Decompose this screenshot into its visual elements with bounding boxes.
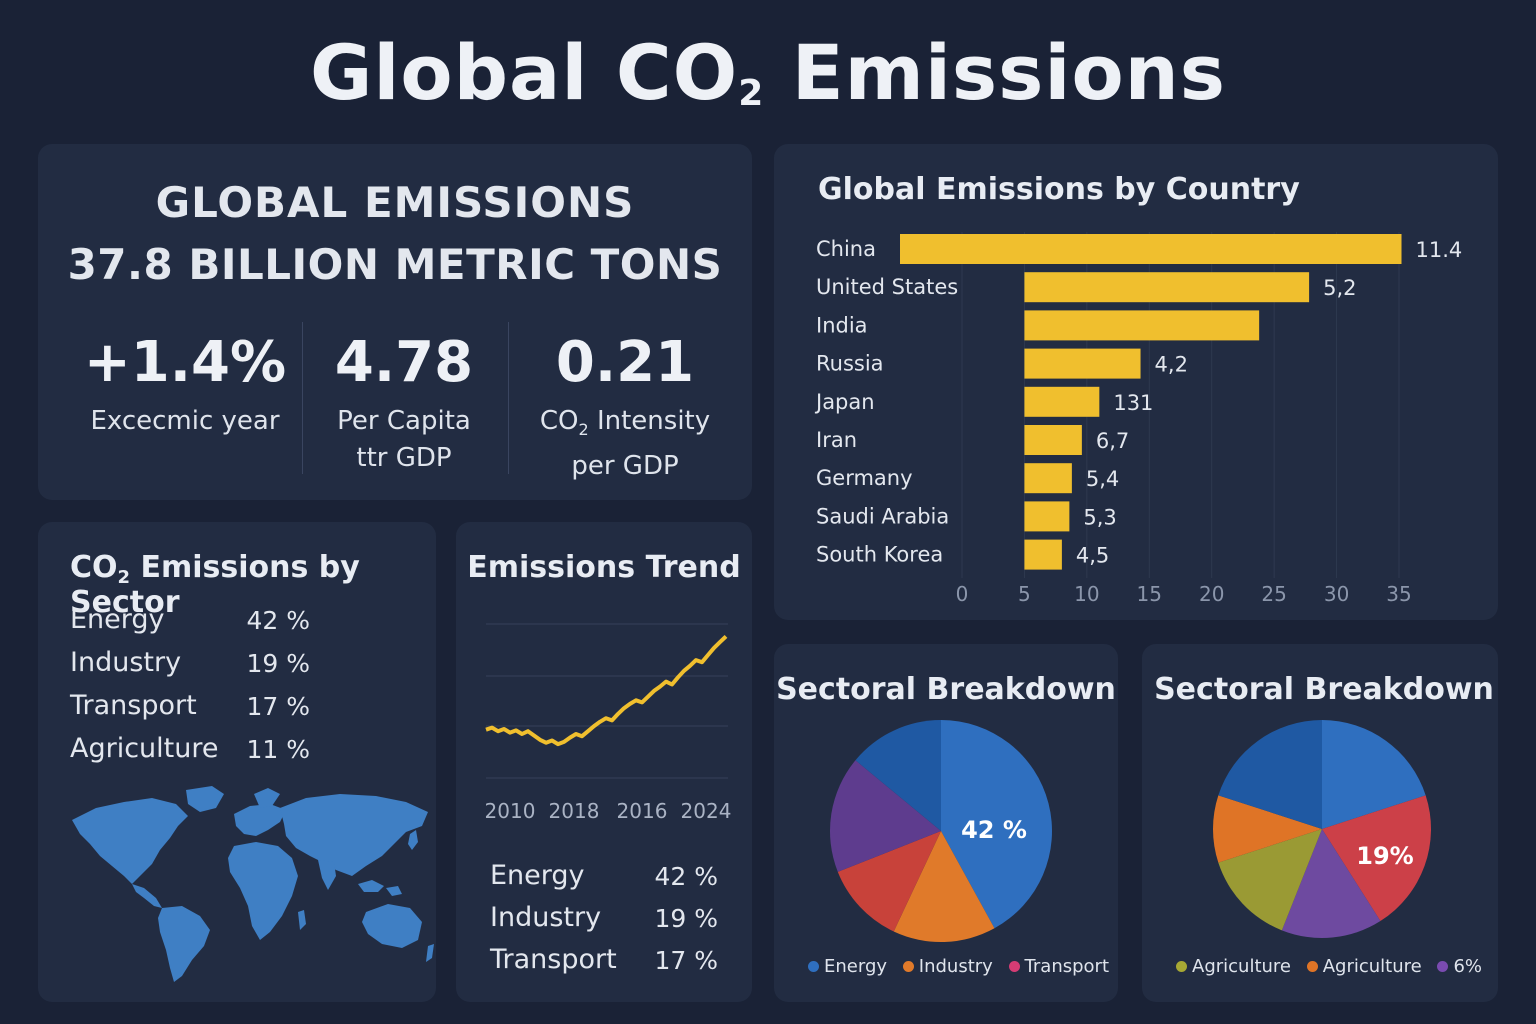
pie-1-legend: Energy Industry Transport: [808, 956, 1119, 977]
country-chart-title: Global Emissions by Country: [818, 172, 1300, 207]
pie-slice: [941, 720, 1052, 929]
x-tick-label: 15: [1137, 582, 1162, 606]
category-label: United States: [816, 275, 958, 299]
sector-row-value: 17 %: [246, 692, 310, 721]
sector-row-label: Agriculture: [70, 733, 219, 764]
pie-slice: [1322, 795, 1432, 922]
category-label: Iran: [816, 428, 857, 452]
pie-slice: [1322, 720, 1426, 829]
category-label: Japan: [814, 390, 875, 414]
bar: [1024, 539, 1062, 570]
sector-row-value: 19 %: [246, 649, 310, 678]
kpi-divider: [302, 322, 303, 474]
data-label: 4,5: [1076, 544, 1109, 568]
pie-slice: [1212, 795, 1322, 863]
data-label: 131: [1113, 391, 1153, 415]
data-label: 11.4: [1415, 238, 1462, 262]
trend-row-label: Energy: [490, 860, 585, 891]
x-tick-label: 20: [1199, 582, 1224, 606]
x-tick-label: 2024: [681, 799, 732, 823]
x-tick-label: 2010: [485, 799, 536, 823]
trend-row-label: Industry: [490, 902, 602, 933]
trend-title: Emissions Trend: [467, 550, 741, 585]
trend-line-chart: 2010 2018 2016 2024: [485, 623, 732, 823]
pie-center-label: 19%: [1356, 842, 1413, 870]
pie-chart-1: 42 %: [829, 720, 1052, 943]
category-label: Germany: [816, 466, 913, 490]
bar: [900, 234, 1402, 264]
trend-row-value: 17 %: [654, 946, 718, 975]
pie-slice: [1281, 829, 1381, 939]
data-label: 5,4: [1086, 467, 1119, 491]
category-label: Russia: [816, 352, 884, 376]
page-title: Global CO2 Emissions: [310, 28, 1226, 117]
sector-row-label: Industry: [70, 647, 182, 678]
data-label: 5,3: [1083, 505, 1116, 529]
legend-item: Industry: [902, 956, 993, 977]
category-label: South Korea: [816, 543, 943, 567]
pie-chart-2: 19%: [1212, 720, 1432, 939]
country-bar-chart: 0 5 10 15 20 25 30 35 China 11.4 United States 5,2 I…: [814, 232, 1462, 606]
bar: [1024, 348, 1141, 379]
kpi-per-capita: 4.78 Per Capita ttr GDP: [334, 330, 474, 473]
legend-item: 6%: [1437, 956, 1482, 977]
bar: [1024, 501, 1070, 532]
sector-card: CO2 Emissions by Sector Energy 42 % Indu…: [38, 522, 436, 1002]
pie-center-label: 42 %: [961, 816, 1027, 844]
x-tick-label: 2018: [549, 799, 600, 823]
summary-card: GLOBAL EMISSIONS 37.8 BILLION METRIC TON…: [38, 144, 752, 500]
bar: [1024, 463, 1072, 494]
pie-slice: [893, 831, 995, 943]
x-tick-label: 25: [1261, 582, 1286, 606]
pie-slice: [829, 760, 941, 872]
pie-1-title: Sectoral Breakdown: [776, 672, 1116, 707]
sector-row-label: Transport: [70, 690, 197, 721]
x-tick-label: 35: [1386, 582, 1411, 606]
sector-title: CO2 Emissions by Sector: [70, 550, 360, 620]
category-label: Saudi Arabia: [816, 504, 949, 528]
pie-slice: [837, 831, 941, 932]
x-tick-label: 30: [1324, 582, 1349, 606]
country-chart-card: Global Emissions by Country 0 5 10 15 20 25 30…: [774, 144, 1498, 620]
legend-item: Agriculture: [1306, 956, 1422, 977]
sector-row-value: 11 %: [246, 735, 310, 764]
summary-heading: GLOBAL EMISSIONS: [155, 178, 635, 227]
pie-slice: [1218, 720, 1322, 829]
kpi-divider: [508, 322, 509, 474]
bar: [1024, 272, 1310, 303]
trend-row-label: Transport: [490, 944, 617, 975]
trend-row-value: 42 %: [654, 862, 718, 891]
pie-slice: [855, 720, 941, 831]
kpi-intensity: 0.21 CO2 Intensity per GDP: [539, 330, 711, 482]
legend-item: Transport: [1008, 956, 1109, 977]
legend-item: Agriculture: [1176, 956, 1291, 977]
x-tick-label: 0: [956, 582, 969, 606]
bar: [1024, 386, 1100, 417]
pie-card-1: Sectoral Breakdown 42 % Energy Industry …: [774, 644, 1118, 1002]
trend-row-value: 19 %: [654, 904, 718, 933]
data-label: 5,2: [1323, 276, 1356, 300]
data-label: 4,2: [1155, 353, 1188, 377]
trend-card: Emissions Trend 2010 2018 2016 2024 Energy …: [456, 522, 752, 1002]
data-label: 6,7: [1096, 429, 1129, 453]
kpi-growth: +1.4% Excecmic year: [83, 330, 287, 436]
category-label: India: [816, 313, 868, 337]
bar: [1024, 310, 1260, 341]
x-tick-label: 5: [1018, 582, 1031, 606]
category-label: China: [816, 237, 876, 261]
sector-row-value: 42 %: [246, 606, 310, 635]
summary-total: 37.8 BILLION METRIC TONS: [67, 240, 723, 289]
pie-card-2: Sectoral Breakdown 19% Agriculture Agric…: [1142, 644, 1498, 1002]
world-map-icon: [72, 786, 434, 982]
x-tick-label: 10: [1074, 582, 1099, 606]
pie-2-title: Sectoral Breakdown: [1154, 672, 1494, 707]
pie-slice: [1218, 829, 1322, 931]
sector-row-label: Energy: [70, 604, 165, 635]
legend-item: Energy: [808, 956, 887, 977]
bar: [1024, 425, 1082, 455]
pie-2-legend: Agriculture Agriculture 6%: [1176, 956, 1492, 977]
trend-line: [485, 634, 728, 747]
x-tick-label: 2016: [617, 799, 668, 823]
